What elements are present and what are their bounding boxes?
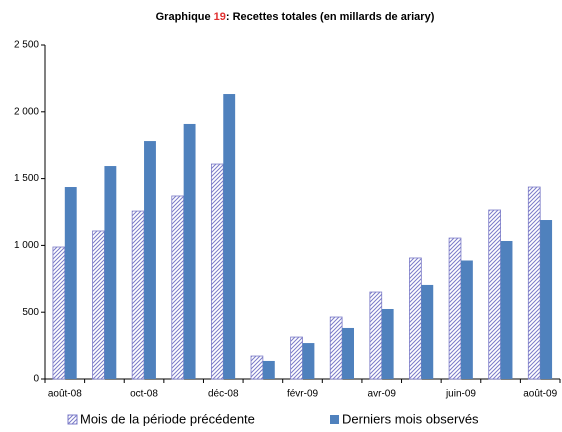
x-tick-label: oct-08 — [130, 389, 158, 400]
legend-swatch — [67, 414, 78, 425]
bar — [409, 257, 422, 380]
bar — [290, 336, 303, 380]
x-tick-label: août-09 — [523, 389, 557, 400]
bar — [342, 327, 354, 379]
bar — [104, 166, 117, 379]
bar — [92, 230, 105, 380]
bar — [223, 94, 236, 380]
bar — [527, 186, 541, 380]
bar — [262, 360, 275, 379]
title-number: 19 — [214, 11, 226, 23]
bar — [64, 187, 77, 379]
legend-swatch — [330, 415, 339, 424]
title-part: : Recettes totales (en millards de ariar… — [226, 11, 435, 23]
bar — [460, 260, 473, 379]
y-tick-label: 2 500 — [14, 40, 39, 51]
title-part: Graphique — [156, 11, 211, 23]
x-tick-label: févr-09 — [287, 389, 319, 400]
bar — [183, 123, 196, 379]
bar — [421, 284, 434, 379]
x-tick-label: avr-09 — [368, 389, 397, 400]
chart-title: Graphique 19: Recettes totales (en millar… — [156, 11, 435, 23]
bar — [488, 209, 501, 380]
y-tick-label: 1 500 — [14, 173, 39, 184]
bar — [302, 343, 315, 379]
bar — [131, 210, 145, 380]
bar — [210, 163, 224, 380]
legend-label: Derniers mois observés — [342, 411, 479, 426]
y-tick-label: 2 000 — [14, 106, 39, 117]
bar — [171, 195, 185, 380]
legend-label: Mois de la période précédente — [80, 411, 255, 426]
bar — [500, 240, 513, 379]
bar — [540, 220, 553, 379]
bar — [250, 355, 264, 380]
x-tick-label: déc-08 — [208, 389, 239, 400]
x-tick-label: juin-09 — [445, 389, 476, 400]
y-tick-label: 0 — [33, 374, 39, 385]
y-tick-label: 500 — [22, 307, 39, 318]
y-tick-label: 1 000 — [14, 240, 39, 251]
bar — [381, 308, 394, 379]
bar — [369, 291, 383, 380]
x-tick-label: août-08 — [48, 389, 82, 400]
bar — [52, 246, 66, 380]
bar — [144, 141, 156, 379]
bar — [329, 316, 343, 380]
bar — [448, 237, 462, 380]
